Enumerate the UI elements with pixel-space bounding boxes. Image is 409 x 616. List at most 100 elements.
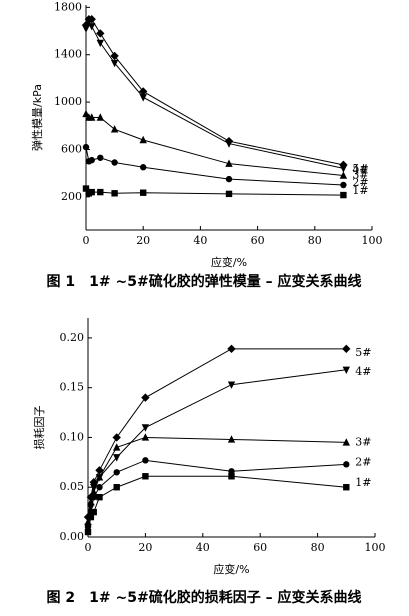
marker xyxy=(81,20,91,30)
marker xyxy=(343,461,350,468)
line xyxy=(85,18,344,166)
x-tick-label: 60 xyxy=(253,541,267,554)
y-tick-label: 0.10 xyxy=(60,430,85,443)
marker xyxy=(142,473,149,480)
x-tick-label: 40 xyxy=(193,234,207,247)
marker xyxy=(84,528,92,536)
x-axis-label: 应变/% xyxy=(213,562,249,576)
marker xyxy=(224,136,234,146)
marker xyxy=(110,59,119,68)
marker xyxy=(140,189,147,196)
marker xyxy=(113,484,120,491)
y-tick-label: 0.00 xyxy=(60,530,85,543)
marker xyxy=(86,492,96,502)
marker xyxy=(139,87,148,96)
series-label: 4# xyxy=(355,365,371,378)
marker xyxy=(82,109,90,118)
x-tick-label: 60 xyxy=(251,234,265,247)
x-tick-label: 100 xyxy=(362,234,383,247)
y-tick-label: 0.20 xyxy=(60,331,85,344)
y-tick-label: 0.15 xyxy=(60,381,85,394)
x-tick-label: 40 xyxy=(196,541,210,554)
y-tick-label: 1000 xyxy=(54,95,82,108)
x-tick-label: 0 xyxy=(85,541,92,554)
y-tick-label: 200 xyxy=(61,190,82,203)
x-tick-label: 20 xyxy=(138,541,152,554)
caption: 图 1 1# ~5#硫化胶的弹性模量 – 应变关系曲线 xyxy=(47,273,362,290)
marker xyxy=(97,154,104,161)
marker xyxy=(87,503,95,512)
line xyxy=(87,475,347,533)
series-label: 2# xyxy=(355,455,371,468)
x-tick-label: 80 xyxy=(311,541,325,554)
y-tick-label: 1400 xyxy=(54,48,82,61)
marker xyxy=(141,424,150,432)
marker xyxy=(339,160,348,170)
marker xyxy=(225,190,233,198)
marker xyxy=(87,497,95,506)
marker xyxy=(340,181,347,189)
marker xyxy=(110,125,119,133)
marker xyxy=(87,15,96,24)
marker xyxy=(227,344,236,354)
marker xyxy=(225,159,233,167)
marker xyxy=(110,51,119,61)
marker xyxy=(342,438,350,446)
line xyxy=(87,369,347,528)
series-label: 3# xyxy=(355,435,371,448)
marker xyxy=(113,469,120,476)
marker xyxy=(227,435,236,443)
x-axis-label: 应变/% xyxy=(211,255,247,269)
series-label: 4# xyxy=(352,163,368,176)
line xyxy=(85,147,344,186)
y-tick-label: 0.05 xyxy=(60,480,85,493)
marker xyxy=(95,474,104,482)
marker xyxy=(95,466,104,475)
line xyxy=(87,436,347,523)
series-label: 2# xyxy=(352,176,368,189)
marker xyxy=(113,454,121,462)
marker xyxy=(141,433,150,441)
series-label: 1# xyxy=(355,476,371,489)
y-axis-label: 弹性模量/kPa xyxy=(30,84,44,151)
y-tick-label: 1800 xyxy=(54,0,82,13)
marker xyxy=(88,188,95,196)
marker xyxy=(90,484,98,492)
marker xyxy=(139,135,147,144)
marker xyxy=(343,484,350,491)
marker xyxy=(97,188,104,196)
marker xyxy=(111,159,118,166)
marker xyxy=(96,493,103,501)
marker xyxy=(96,39,104,48)
marker xyxy=(96,484,103,491)
marker xyxy=(342,366,350,374)
line xyxy=(85,20,344,169)
marker xyxy=(228,473,235,480)
series-label: 5# xyxy=(355,346,371,359)
marker xyxy=(82,143,90,151)
x-tick-label: 100 xyxy=(365,541,386,554)
marker xyxy=(84,523,92,532)
marker xyxy=(88,156,95,164)
marker xyxy=(225,175,233,183)
marker xyxy=(83,512,93,522)
marker xyxy=(88,113,96,121)
marker xyxy=(111,190,118,197)
marker xyxy=(339,171,348,179)
line xyxy=(85,188,344,196)
marker xyxy=(82,185,90,192)
line xyxy=(85,113,344,177)
marker xyxy=(228,468,235,475)
caption: 图 2 1# ~5#硫化胶的损耗因子 – 应变关系曲线 xyxy=(47,589,362,606)
y-tick-label: 600 xyxy=(61,142,82,155)
marker xyxy=(342,344,351,354)
marker xyxy=(140,164,147,171)
marker xyxy=(89,478,98,487)
marker xyxy=(113,443,121,451)
line xyxy=(87,459,347,528)
y-axis-label: 损耗因子 xyxy=(32,406,46,450)
marker xyxy=(340,191,347,199)
marker xyxy=(142,457,149,464)
series-label: 3# xyxy=(352,169,368,182)
